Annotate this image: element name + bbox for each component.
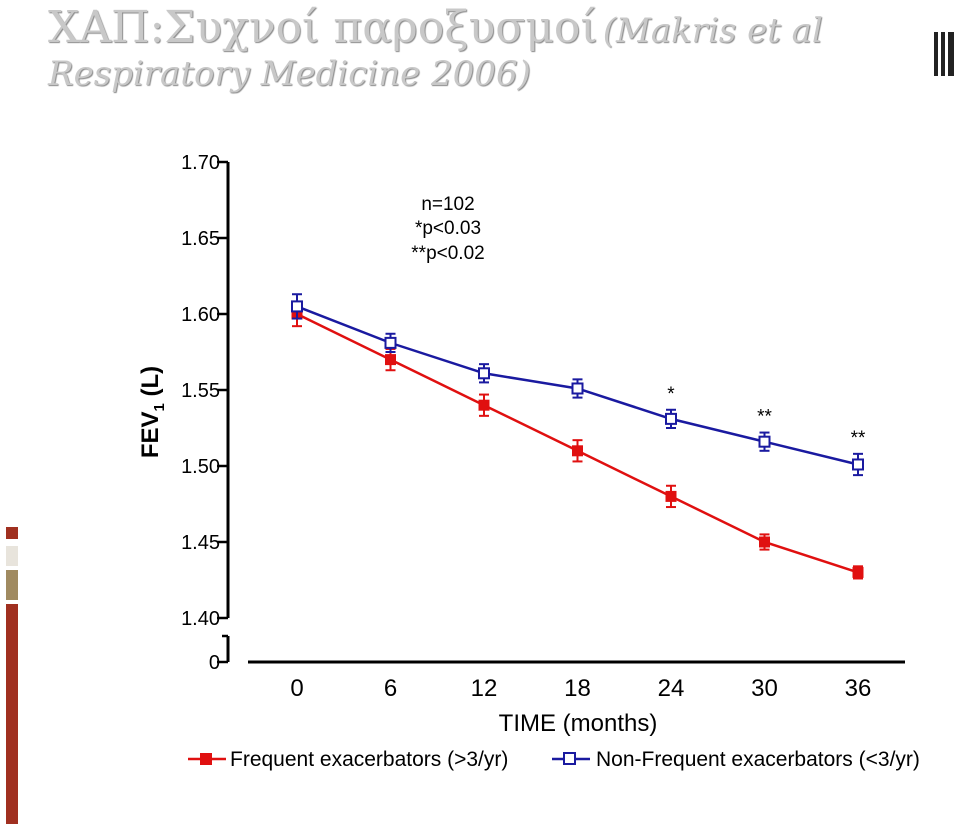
y-tick-label: 1.65 (181, 228, 220, 250)
axis-labels: TIME (months) FEV1 (L) (137, 366, 657, 737)
data-point-non-frequent (478, 367, 490, 380)
slide-title: ΧΑΠ:Συχνοί παροξυσμοί (Makris et al Resp… (48, 2, 938, 94)
significance-mark: ** (757, 407, 772, 428)
accent-bar-tan (6, 570, 18, 600)
left-accent-bars (6, 527, 18, 824)
legend-marker-non-frequent (563, 752, 576, 765)
legend-marker-frequent (200, 753, 212, 765)
data-point-non-frequent (384, 336, 397, 349)
x-tick-label: 30 (751, 675, 778, 702)
y-tick-label: 1.70 (181, 152, 220, 174)
annotation-layer: n=102 *p<0.03 **p<0.02 (411, 194, 484, 264)
data-point-frequent (852, 566, 864, 578)
legend: Frequent exacerbators (>3/yr) Non-Freque… (188, 748, 920, 771)
data-point-frequent (665, 490, 677, 502)
x-tick-label: 18 (564, 675, 591, 702)
x-tick-label: 24 (658, 675, 685, 702)
y-tick-label: 1.45 (181, 532, 220, 554)
data-point-non-frequent (758, 435, 771, 448)
right-stripe-icon (934, 32, 954, 76)
y-tick-label: 1.40 (181, 608, 220, 630)
x-tick-label: 12 (471, 675, 498, 702)
data-point-non-frequent (852, 458, 864, 471)
x-tick-label: 36 (845, 675, 872, 702)
y-tick-label: 1.60 (181, 304, 220, 326)
x-axis: 0 6 12 18 24 30 36 (248, 660, 905, 702)
annotation-p2: **p<0.02 (411, 243, 484, 264)
y-axis-title-main: FEV (137, 411, 164, 458)
significance-mark: ** (851, 428, 866, 449)
annotation-p1: *p<0.03 (415, 218, 481, 239)
legend-label-frequent: Frequent exacerbators (>3/yr) (230, 748, 508, 771)
x-tick-label: 0 (290, 675, 303, 702)
accent-bar-light (6, 546, 18, 566)
y-axis: 1.70 1.65 1.60 1.55 1.50 1.45 1.40 0 (181, 152, 230, 674)
y-axis-title: FEV1 (L) (137, 366, 168, 458)
y-tick-label-zero: 0 (209, 652, 220, 674)
data-point-non-frequent (665, 412, 677, 425)
y-tick-label: 1.55 (181, 380, 220, 402)
data-point-non-frequent (291, 300, 303, 313)
annotation-n: n=102 (421, 194, 474, 215)
data-point-frequent (478, 399, 490, 411)
y-axis-title-unit: (L) (137, 366, 164, 403)
data-point-frequent (759, 536, 770, 548)
significance-mark: * (667, 384, 675, 405)
title-citation-part1: (Makris et al (602, 11, 823, 51)
data-point-frequent (572, 445, 583, 457)
series-layer: ***** (291, 293, 866, 580)
data-point-frequent (385, 354, 396, 366)
y-axis-title-sub: 1 (151, 403, 168, 411)
y-tick-label: 1.50 (181, 456, 220, 478)
title-citation-part2: Respiratory Medicine 2006) (48, 53, 531, 94)
accent-bar-long (6, 604, 18, 824)
data-point-non-frequent (571, 382, 584, 395)
x-tick-label: 6 (384, 675, 397, 702)
legend-label-non-frequent: Non-Frequent exacerbators (<3/yr) (596, 748, 920, 771)
accent-bar-small (6, 527, 18, 539)
x-axis-title: TIME (months) (499, 710, 658, 737)
title-main: ΧΑΠ:Συχνοί παροξυσμοί (48, 2, 598, 53)
